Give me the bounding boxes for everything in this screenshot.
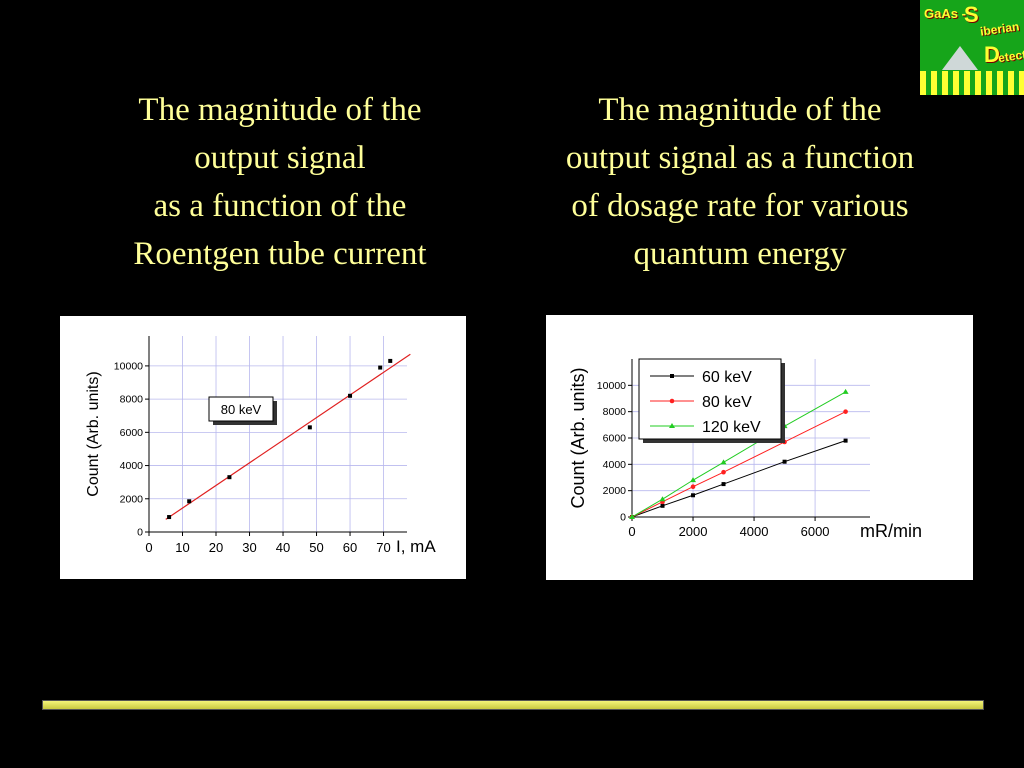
data-point (187, 499, 192, 504)
data-point (691, 493, 696, 498)
heading-left-line-3: as a function of the (153, 188, 407, 224)
heading-right-line-2: output signal as a function (565, 140, 915, 176)
chart-dosage-rate: 0 2000 4000 6000 0 2000 4000 6000 8000 10000 Count… (568, 358, 922, 541)
y-tick-label: 0 (137, 527, 143, 539)
legend-label: 80 keV (702, 394, 752, 411)
logo-text-etectors: etectors (997, 44, 1024, 66)
y-tick-label: 6000 (120, 427, 144, 439)
chart-panel-left: 0 10 20 30 40 50 60 70 0 2000 4000 6000 8000 10000 Cou… (60, 316, 466, 579)
data-point (690, 477, 697, 483)
x-tick-label: 10 (175, 540, 189, 555)
heading-left-line-4: Roentgen tube current (133, 236, 427, 272)
heading-left: The magnitude of the output signal as a … (90, 86, 470, 278)
data-point (629, 514, 635, 519)
data-point (167, 515, 172, 520)
x-axis-label: I, mA (396, 537, 436, 556)
data-point (721, 469, 726, 475)
footer-bar (42, 700, 984, 710)
x-tick-label: 0 (145, 540, 152, 555)
x-tick-label: 4000 (740, 524, 769, 539)
data-point (842, 388, 849, 394)
y-tick-label: 10000 (114, 360, 143, 372)
data-point (307, 425, 312, 430)
data-point (843, 409, 848, 414)
y-tick-label: 8000 (603, 406, 627, 418)
chart-panel-right: 0 2000 4000 6000 0 2000 4000 6000 8000 10000 Count… (546, 315, 973, 580)
data-point (348, 393, 353, 398)
annotation-box (208, 396, 274, 422)
x-tick-label: 50 (309, 540, 323, 555)
series-line (631, 440, 846, 518)
data-point (378, 365, 383, 370)
x-tick-label: 2000 (679, 524, 708, 539)
data-point (660, 503, 665, 508)
data-point (720, 459, 727, 465)
y-tick-label: 10000 (597, 380, 626, 392)
x-tick-label: 0 (628, 524, 635, 539)
heading-right: The magnitude of the output signal as a … (530, 86, 950, 278)
y-tick-label: 8000 (120, 394, 144, 406)
x-axis-label: mR/min (860, 521, 922, 541)
legend-marker (670, 374, 674, 378)
series-line (631, 411, 846, 518)
y-axis-label: Count (Arb. units) (568, 367, 588, 508)
series-line (631, 391, 846, 518)
legend-label: 120 keV (702, 419, 761, 436)
logo-text-gaas: GaAs - (924, 6, 966, 21)
heading-right-line-3: of dosage rate for various (571, 188, 909, 224)
x-tick-label: 60 (343, 540, 357, 555)
logo-stripes (920, 71, 1024, 95)
heading-right-line-1: The magnitude of the (598, 92, 882, 128)
logo-letter-d: D (984, 42, 1000, 67)
logo-detector-icon (942, 46, 978, 70)
chart-tube-current: 0 10 20 30 40 50 60 70 0 2000 4000 6000 8000 10000 Cou… (85, 336, 436, 556)
x-tick-label: 40 (276, 540, 290, 555)
heading-left-line-2: output signal (194, 140, 366, 176)
data-point (843, 438, 848, 443)
legend-marker (669, 423, 675, 428)
data-point (227, 475, 232, 480)
legend-label: 60 keV (702, 369, 752, 386)
fit-line (165, 353, 411, 520)
y-tick-label: 2000 (603, 485, 627, 497)
data-point (782, 459, 787, 464)
heading-left-line-1: The magnitude of the (138, 92, 422, 128)
annotation-label: 80 keV (221, 402, 262, 417)
legend-marker (669, 398, 675, 404)
y-tick-label: 4000 (603, 459, 627, 471)
logo: GaAs - S iberian D etectors (920, 0, 1024, 95)
y-axis-label: Count (Arb. units) (85, 371, 102, 496)
x-tick-label: 6000 (801, 524, 830, 539)
data-point (659, 496, 666, 502)
data-point (721, 482, 726, 487)
logo-letter-s: S (964, 2, 979, 27)
logo-text-iberian: iberian (979, 19, 1021, 39)
y-tick-label: 6000 (603, 433, 627, 445)
y-tick-label: 2000 (120, 493, 144, 505)
x-tick-label: 70 (376, 540, 390, 555)
data-point (388, 358, 393, 363)
heading-right-line-4: quantum energy (633, 236, 847, 272)
x-tick-label: 20 (209, 540, 223, 555)
data-point (690, 484, 696, 490)
y-tick-label: 0 (620, 512, 626, 524)
y-tick-label: 4000 (120, 460, 144, 472)
x-tick-label: 30 (242, 540, 256, 555)
